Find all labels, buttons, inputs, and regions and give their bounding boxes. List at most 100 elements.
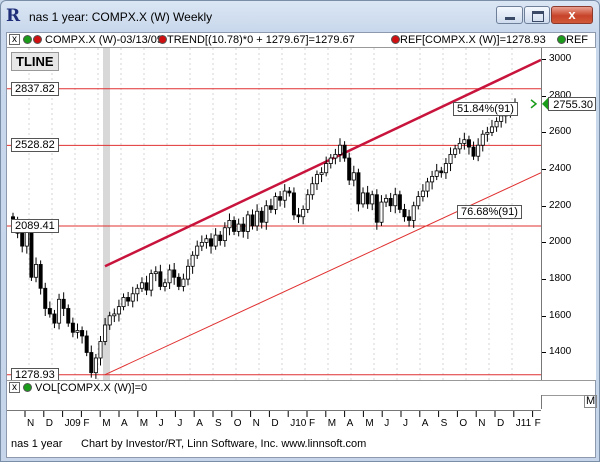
x-tick-label: O: [459, 418, 468, 429]
legend-symbol-item[interactable]: COMPX.X (W)-03/13/09: [45, 34, 163, 46]
time-axis[interactable]: N D J09 F M A M J J A S O N D J10 F M A M J J A S O N D J11 F: [7, 410, 541, 432]
legend-dot-icon[interactable]: [33, 35, 42, 44]
candle-body: [75, 330, 80, 333]
x-tick-label: S: [440, 418, 448, 429]
candle-body: [388, 198, 393, 207]
study-label[interactable]: TLINE: [11, 52, 59, 71]
price-chart[interactable]: [7, 48, 541, 380]
x-tick-label: J: [158, 418, 164, 429]
candle-body: [439, 170, 444, 174]
last-price-marker-icon: [542, 97, 548, 110]
candle-body: [121, 297, 126, 308]
candle-body: [250, 214, 255, 227]
legend-dot-icon[interactable]: [23, 35, 32, 44]
y-tick-label: 2800: [549, 89, 572, 101]
minimize-button[interactable]: [496, 6, 523, 24]
y-tick-mark: [542, 95, 546, 97]
candle-body: [149, 273, 154, 291]
legend-close-icon[interactable]: x: [9, 34, 20, 45]
legend-ref-item-truncated[interactable]: REF: [566, 34, 588, 46]
close-button[interactable]: x: [551, 6, 593, 24]
candle-body: [374, 194, 379, 223]
last-price-tag: 2755.30: [548, 96, 596, 111]
legend-dot-icon[interactable]: [557, 35, 566, 44]
footer-credit: Chart by Investor/RT, Linn Software, Inc…: [81, 438, 367, 450]
title-bar[interactable]: R nas 1 year: COMPX.X (W) Weekly x: [1, 1, 599, 31]
candle-body: [61, 298, 66, 309]
candle-body: [476, 144, 481, 157]
price-plot[interactable]: TLINE 2837.82 2528.82 2089.41 1278.93 51…: [7, 48, 541, 380]
volume-close-icon[interactable]: x: [9, 382, 20, 393]
y-tick-mark: [542, 315, 546, 317]
volume-label[interactable]: VOL[COMPX.X (W)]=0: [35, 382, 148, 394]
volume-m-box[interactable]: M: [584, 395, 598, 408]
candle-body: [245, 214, 250, 232]
candle-body: [34, 264, 39, 278]
footer-chart-name: nas 1 year: [11, 438, 63, 450]
price-axis[interactable]: 3000 2800 2600 2400 2200 2000 1800 1600 1400 275…: [541, 48, 596, 380]
candle-body: [462, 139, 467, 144]
y-tick-mark: [542, 352, 546, 354]
x-tick-label: J09: [64, 418, 81, 429]
candle-body: [443, 163, 448, 174]
candle-body: [499, 115, 504, 122]
candle-body: [232, 220, 237, 232]
candle-body: [158, 271, 163, 287]
y-tick-mark: [542, 242, 546, 244]
candle-body: [222, 227, 227, 241]
x-tick-label: J11: [515, 418, 532, 429]
legend-ref-item[interactable]: REF[COMPX.X (W)]=1278.93: [400, 34, 546, 46]
upper-channel-label: 51.84%(91): [453, 102, 518, 116]
x-tick-label: A: [421, 418, 429, 429]
x-tick-label: A: [121, 418, 128, 429]
maximize-button[interactable]: [524, 6, 550, 24]
x-tick-label: O: [233, 418, 242, 429]
candle-body: [80, 330, 85, 337]
candle-body: [195, 245, 200, 256]
volume-legend-bar: x VOL[COMPX.X (W)]=0: [7, 380, 595, 396]
y-tick-label: 3000: [549, 53, 572, 64]
volume-dot-icon[interactable]: [23, 383, 32, 392]
candle-body: [397, 194, 402, 210]
x-tick-label: D: [45, 418, 54, 429]
legend-trend-item[interactable]: TREND[(10.78)*0 + 1279.67]=1279.67: [167, 34, 355, 46]
candle-body: [218, 234, 223, 241]
x-tick-label: N: [27, 418, 35, 429]
candle-body: [314, 174, 319, 185]
candle-body: [494, 120, 499, 128]
candle-body: [181, 278, 186, 287]
y-tick-label: 2000: [549, 236, 572, 248]
candle-body: [370, 194, 375, 205]
y-tick-mark: [542, 59, 546, 60]
y-tick-mark: [542, 132, 546, 134]
candle-body: [485, 131, 490, 135]
candle-body: [144, 282, 149, 291]
volume-pane[interactable]: [7, 395, 541, 409]
candle-body: [365, 192, 370, 205]
legend-dot-icon[interactable]: [158, 35, 167, 44]
x-tick-label: F: [83, 418, 90, 429]
legend-bar: x COMPX.X (W)-03/13/09 TREND[(10.78)*0 +…: [7, 33, 595, 48]
candle-body: [264, 205, 269, 223]
candle-body: [103, 324, 108, 342]
candle-body: [393, 194, 398, 207]
x-tick-label: M: [102, 418, 111, 429]
app-logo-icon[interactable]: R: [6, 6, 21, 26]
x-tick-label: J: [384, 418, 390, 429]
y-tick-label: 2200: [549, 199, 572, 211]
candle-body: [434, 170, 439, 177]
x-tick-label: M: [139, 418, 149, 429]
ref-line-label: 2089.41: [11, 219, 59, 234]
candle-body: [66, 308, 71, 324]
candle-body: [172, 269, 177, 278]
candle-body: [466, 139, 471, 148]
candle-body: [98, 341, 103, 359]
legend-dot-icon[interactable]: [391, 35, 400, 44]
candle-body: [411, 205, 416, 221]
volume-axis: M: [541, 395, 598, 409]
candle-body: [379, 201, 384, 223]
candle-body: [93, 357, 98, 374]
candle-body: [70, 322, 75, 333]
y-tick-mark: [542, 169, 546, 171]
